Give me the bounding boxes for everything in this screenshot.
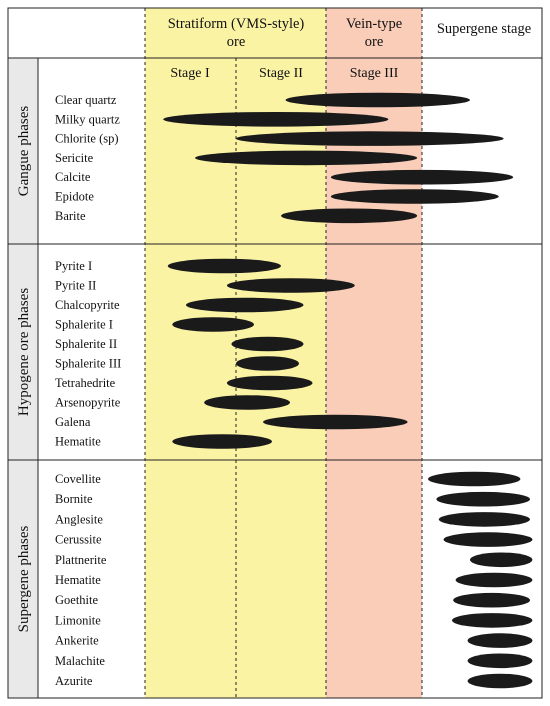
mineral-label: Sphalerite II: [55, 337, 117, 351]
mineral-label: Malachite: [55, 654, 105, 668]
mineral-label: Plattnerite: [55, 553, 107, 567]
duration-bar: [467, 653, 533, 669]
duration-bar: [263, 414, 408, 430]
stratiform-header-line1: Stratiform (VMS-style): [168, 16, 305, 32]
mineral-label: Bornite: [55, 492, 93, 506]
duration-bar: [163, 112, 389, 127]
group-label-gangue: Gangue phases: [16, 106, 32, 197]
mineral-label: Anglesite: [55, 512, 103, 526]
duration-bar: [172, 434, 272, 449]
mineral-label: Pyrite II: [55, 279, 96, 293]
group-label-column-hypogene: [8, 244, 38, 460]
mineral-label: Sericite: [55, 151, 94, 165]
duration-bar: [428, 471, 521, 487]
mineral-label: Galena: [55, 415, 91, 429]
duration-bar: [470, 552, 533, 568]
mineral-label: Hematite: [55, 573, 101, 587]
duration-bar: [235, 131, 504, 146]
duration-bar: [330, 189, 499, 204]
mineral-label: Milky quartz: [55, 112, 120, 126]
grid-lines: [7, 7, 543, 699]
mineral-label: Clear quartz: [55, 93, 117, 107]
group-label-hypogene: Hypogene ore phases: [16, 288, 32, 416]
duration-bar: [172, 317, 254, 332]
duration-bar: [204, 395, 290, 410]
vein-header-line1: Vein-type: [346, 16, 402, 32]
mineral-label: Arsenopyrite: [55, 396, 121, 410]
duration-bar: [226, 278, 355, 293]
mineral-label: Barite: [55, 209, 86, 223]
mineral-label: Tetrahedrite: [55, 376, 116, 390]
mineral-label: Calcite: [55, 170, 91, 184]
mineral-label: Cerussite: [55, 533, 102, 547]
mineral-label: Limonite: [55, 613, 101, 627]
duration-bar: [467, 673, 533, 689]
mineral-label: Sphalerite I: [55, 318, 113, 332]
mineral-label: Ankerite: [55, 634, 99, 648]
duration-bar: [452, 613, 533, 628]
mineral-label: Azurite: [55, 674, 93, 688]
group-label-column-gangue: [8, 58, 38, 244]
stage-3-label: Stage III: [350, 66, 399, 81]
mineral-label: Pyrite I: [55, 259, 92, 273]
duration-bar: [281, 208, 418, 224]
group-label-column-supergene: [8, 460, 38, 698]
duration-bar: [443, 532, 533, 547]
duration-bar: [467, 633, 533, 648]
duration-bar: [453, 592, 530, 608]
duration-bar: [455, 572, 533, 588]
mineral-label: Goethite: [55, 593, 98, 607]
stage-1-label: Stage I: [170, 66, 210, 81]
vein-header-line2: ore: [365, 34, 384, 50]
mineral-label: Sphalerite III: [55, 357, 121, 371]
duration-bar: [195, 150, 418, 166]
duration-bar: [226, 375, 313, 391]
mineral-rows: Clear quartz Milky quartz Chlorite (sp) Ser…: [55, 92, 533, 689]
duration-bar: [231, 336, 304, 352]
vein-band: [326, 8, 422, 698]
duration-bar: [438, 512, 530, 527]
mineral-label: Epidote: [55, 190, 94, 204]
mineral-label: Chlorite (sp): [55, 132, 119, 146]
mineral-label: Hematite: [55, 435, 101, 449]
stage-2-label: Stage II: [259, 66, 303, 81]
mineral-label: Chalcopyrite: [55, 298, 120, 312]
duration-bar: [185, 297, 304, 313]
mineral-label: Covellite: [55, 472, 101, 486]
group-label-supergene: Supergene phases: [16, 525, 32, 632]
duration-bar: [236, 356, 299, 371]
stratiform-header-line2: ore: [227, 34, 246, 50]
duration-bar: [167, 258, 281, 274]
duration-bar: [436, 491, 530, 507]
duration-bar: [330, 169, 514, 185]
duration-bar: [285, 92, 470, 108]
supergene-header: Supergene stage: [437, 21, 531, 37]
